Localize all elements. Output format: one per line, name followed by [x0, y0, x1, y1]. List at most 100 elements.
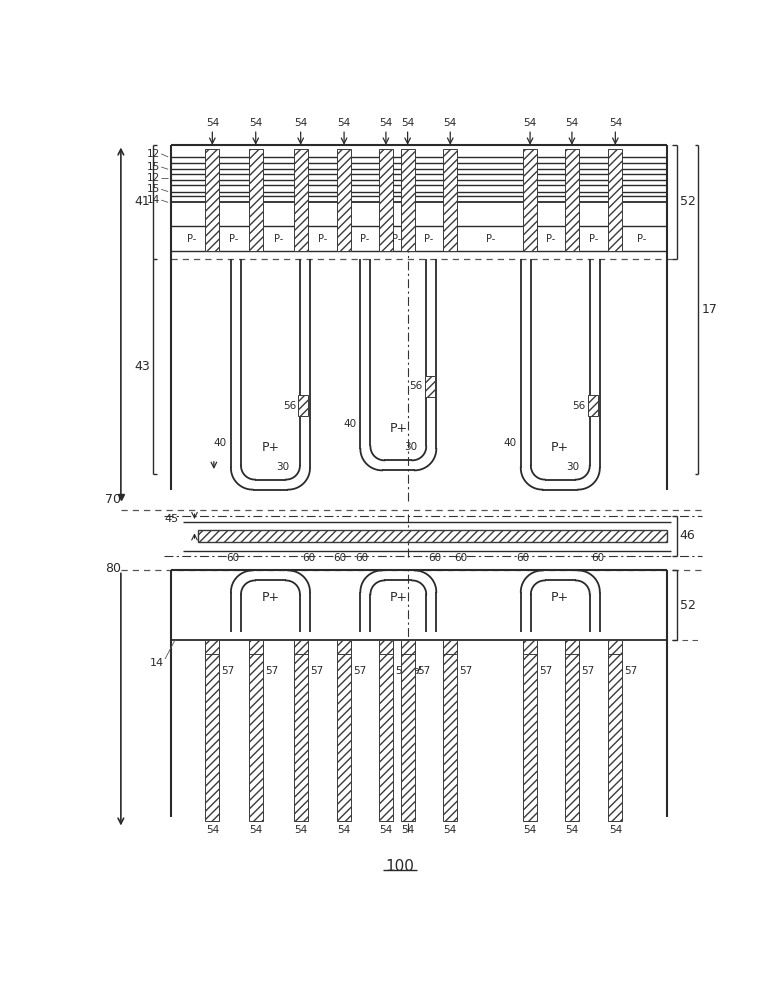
Bar: [401, 640, 415, 821]
Text: P+: P+: [262, 591, 280, 604]
Bar: [444, 640, 457, 821]
Bar: [205, 149, 219, 251]
Text: 54: 54: [608, 118, 622, 128]
Bar: [294, 149, 308, 251]
Bar: [294, 640, 308, 821]
Text: 54: 54: [565, 118, 579, 128]
Text: P+: P+: [389, 591, 408, 604]
Text: 57: 57: [417, 666, 430, 676]
Text: 54: 54: [337, 825, 351, 835]
Text: 54: 54: [401, 825, 414, 835]
Text: 57: 57: [625, 666, 638, 676]
Text: P-: P-: [392, 234, 401, 244]
Bar: [249, 640, 262, 654]
Text: 15: 15: [147, 184, 160, 194]
Text: 54: 54: [608, 825, 622, 835]
Bar: [298, 395, 308, 416]
Bar: [249, 640, 262, 821]
Bar: [523, 149, 537, 251]
Bar: [337, 640, 351, 654]
Text: 54: 54: [380, 118, 393, 128]
Text: 54: 54: [444, 118, 457, 128]
Text: P-: P-: [230, 234, 239, 244]
Text: P-: P-: [637, 234, 646, 244]
Bar: [565, 640, 579, 654]
Text: 14: 14: [149, 658, 163, 668]
Text: 57: 57: [395, 666, 408, 676]
Text: 46: 46: [679, 529, 695, 542]
Text: 60: 60: [333, 553, 346, 563]
Text: 57: 57: [222, 666, 235, 676]
Text: 30: 30: [566, 462, 580, 472]
Bar: [294, 640, 308, 654]
Text: 52: 52: [679, 195, 696, 208]
Text: P-: P-: [486, 234, 495, 244]
Text: 60: 60: [592, 553, 604, 563]
Text: 60: 60: [515, 553, 529, 563]
Bar: [379, 640, 393, 821]
Text: 14: 14: [147, 195, 160, 205]
Text: 54: 54: [294, 825, 307, 835]
Text: 60: 60: [226, 553, 239, 563]
Text: 57: 57: [310, 666, 323, 676]
Text: 54: 54: [249, 118, 262, 128]
Text: 52: 52: [679, 599, 696, 612]
Text: 40: 40: [504, 438, 517, 448]
Bar: [565, 149, 579, 251]
Text: P-: P-: [273, 234, 283, 244]
Text: P-: P-: [547, 234, 555, 244]
Bar: [588, 395, 598, 416]
Text: 100: 100: [386, 859, 414, 874]
Text: 12: 12: [147, 149, 160, 159]
Text: P+: P+: [551, 591, 569, 604]
Bar: [205, 640, 219, 654]
Bar: [608, 640, 622, 654]
Text: 60: 60: [454, 553, 467, 563]
Bar: [249, 149, 262, 251]
Text: P-: P-: [187, 234, 196, 244]
Text: 57: 57: [540, 666, 553, 676]
Text: 56: 56: [283, 401, 296, 411]
Text: 54: 54: [523, 118, 537, 128]
Text: P+: P+: [389, 422, 408, 434]
Text: 54: 54: [205, 825, 219, 835]
Text: 41: 41: [134, 195, 150, 208]
Text: 45: 45: [165, 514, 179, 524]
Text: 54: 54: [337, 118, 351, 128]
Text: 30: 30: [405, 442, 418, 452]
Text: 70: 70: [105, 493, 121, 506]
Bar: [523, 640, 537, 654]
Text: 54: 54: [565, 825, 579, 835]
Text: 60: 60: [355, 553, 369, 563]
Text: 54: 54: [444, 825, 457, 835]
Bar: [425, 376, 435, 397]
Bar: [608, 640, 622, 821]
Bar: [171, 145, 667, 501]
Text: 40: 40: [214, 438, 227, 448]
Bar: [205, 640, 219, 821]
Text: P-: P-: [318, 234, 327, 244]
Text: 54: 54: [205, 118, 219, 128]
Text: 80: 80: [105, 562, 121, 575]
Text: 57: 57: [459, 666, 473, 676]
Text: 57: 57: [581, 666, 594, 676]
Text: 30: 30: [276, 462, 290, 472]
Bar: [444, 640, 457, 654]
Bar: [401, 640, 415, 654]
Text: 60: 60: [428, 553, 441, 563]
Text: 60: 60: [302, 553, 315, 563]
Bar: [565, 640, 579, 821]
Bar: [337, 149, 351, 251]
Text: 57: 57: [265, 666, 278, 676]
Text: 43: 43: [134, 360, 150, 373]
Text: 54: 54: [294, 118, 307, 128]
Text: 55: 55: [649, 531, 663, 541]
Text: 54: 54: [380, 825, 393, 835]
Text: 56: 56: [409, 381, 423, 391]
Text: 12: 12: [147, 173, 160, 183]
Bar: [379, 149, 393, 251]
Text: 56: 56: [572, 401, 586, 411]
Text: P-: P-: [360, 234, 369, 244]
Text: P+: P+: [551, 441, 569, 454]
Text: 40: 40: [344, 419, 356, 429]
